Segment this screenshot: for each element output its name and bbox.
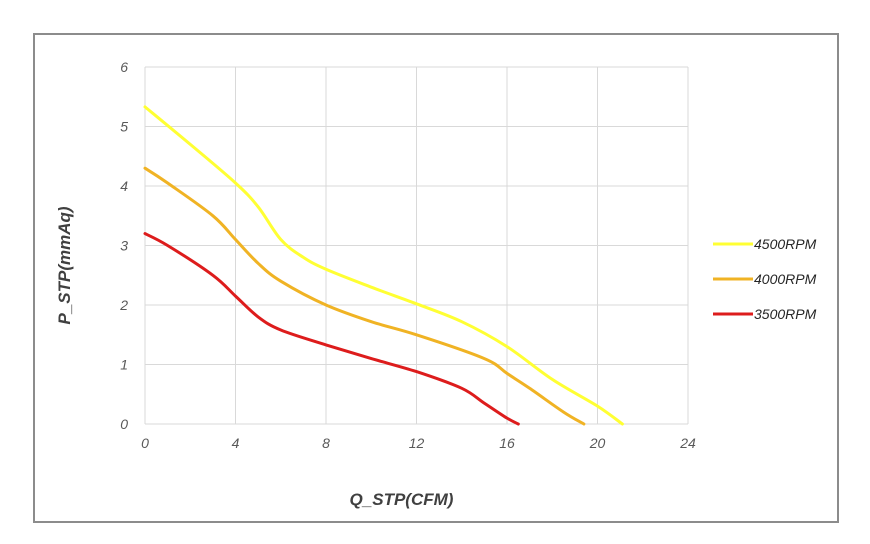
y-axis-title: P_STP(mmAq) <box>55 206 74 324</box>
x-tick-label: 16 <box>499 435 515 451</box>
series-line-4500rpm <box>143 105 624 426</box>
legend: 4500RPM 4000RPM 3500RPM <box>713 236 817 322</box>
grid <box>144 66 689 425</box>
x-tick-label: 12 <box>409 435 425 451</box>
x-tick-label: 4 <box>232 435 240 451</box>
series-lines <box>143 105 624 426</box>
x-tick-label: 24 <box>679 435 696 451</box>
x-tick-label: 0 <box>141 435 149 451</box>
legend-label-4500rpm: 4500RPM <box>754 236 817 252</box>
series-line-4000rpm <box>143 166 586 426</box>
y-tick-labels: 0 1 2 3 4 5 6 <box>119 59 128 432</box>
y-tick-label: 6 <box>120 59 128 75</box>
legend-label-3500rpm: 3500RPM <box>754 306 817 322</box>
x-tick-label: 20 <box>589 435 606 451</box>
x-axis-title: Q_STP(CFM) <box>350 490 454 509</box>
series-line-3500rpm <box>143 232 520 426</box>
legend-label-4000rpm: 4000RPM <box>754 271 817 287</box>
y-tick-label: 5 <box>120 119 128 135</box>
y-tick-label: 4 <box>120 178 128 194</box>
y-tick-label: 1 <box>120 357 128 373</box>
y-tick-label: 3 <box>120 238 128 254</box>
x-tick-labels: 0 4 8 12 16 20 24 <box>141 435 696 451</box>
x-tick-label: 8 <box>322 435 330 451</box>
y-tick-label: 0 <box>120 416 128 432</box>
y-tick-label: 2 <box>119 297 128 313</box>
